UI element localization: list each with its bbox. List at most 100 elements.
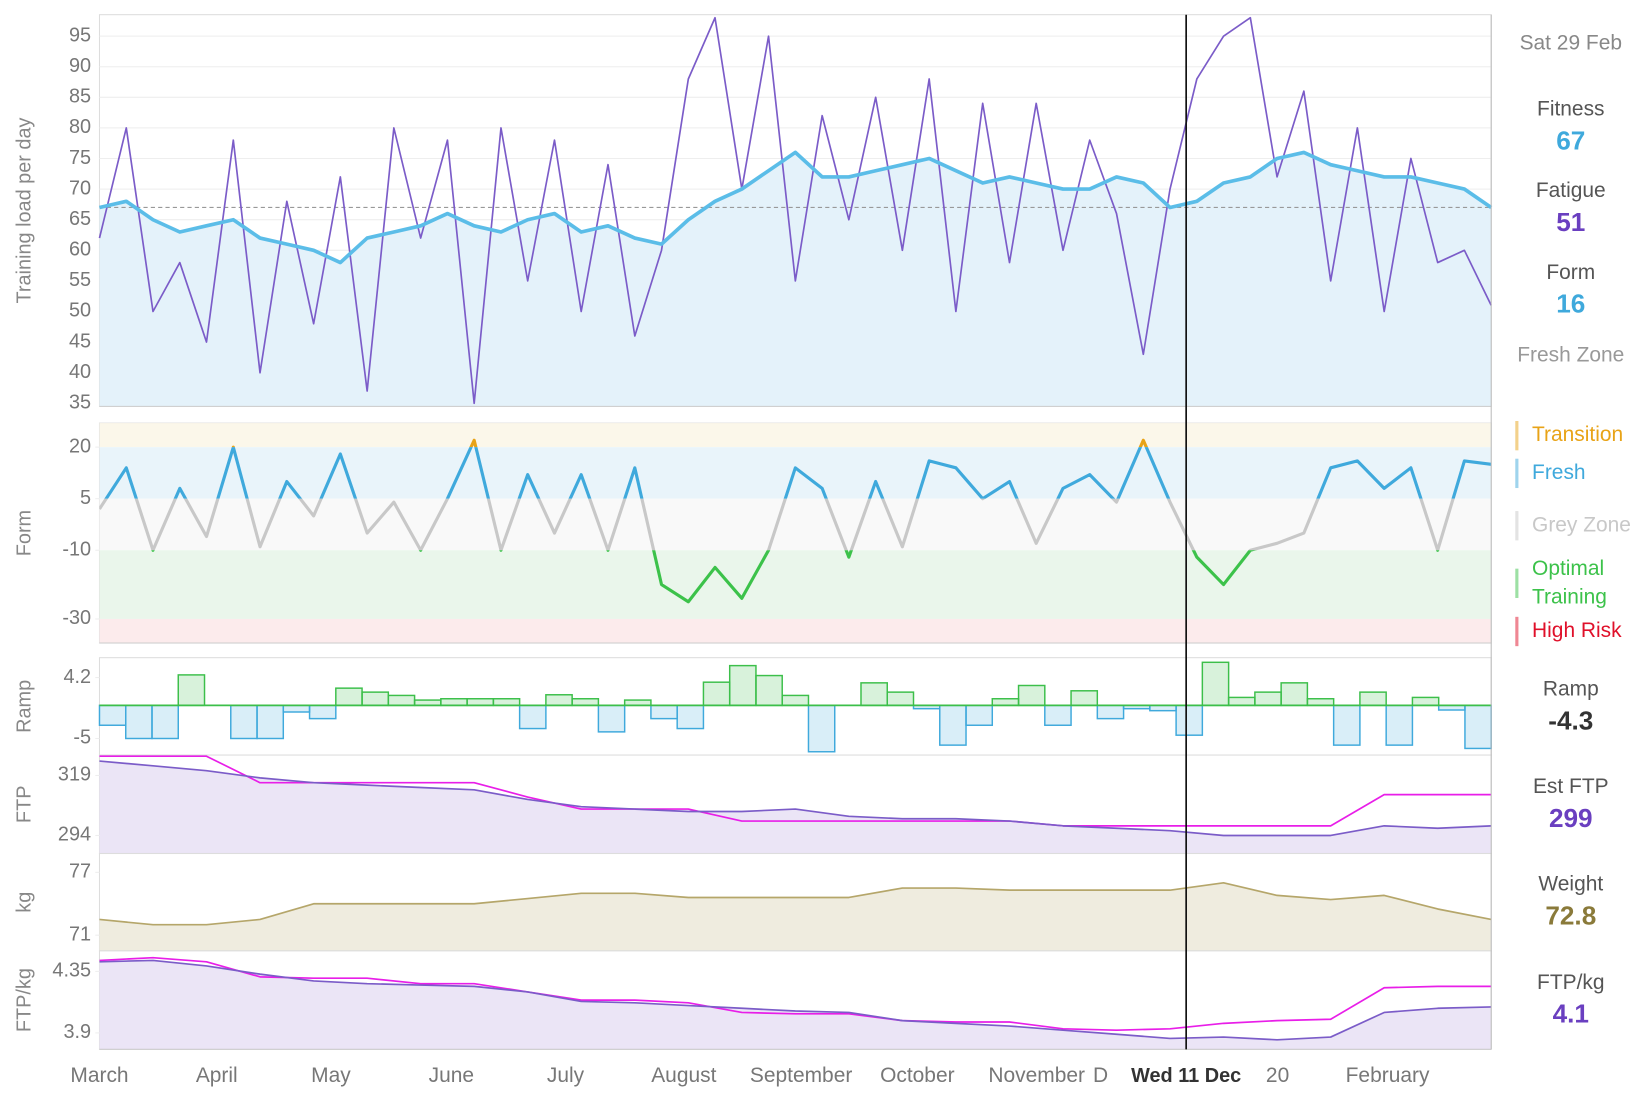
weight-label: Weight [1538,872,1603,895]
ramp-value: -4.3 [1548,706,1593,736]
ramp-bar [1464,704,1492,750]
ramp-bar [151,704,179,740]
ramp-bar [361,691,390,707]
x-tick-label: August [651,1064,716,1087]
weight-value: 72.8 [1545,900,1596,930]
ramp-bar [308,704,337,720]
legend-label: Transition [1532,423,1623,446]
ramp-bar [1359,691,1387,707]
legend-swatch [1515,458,1519,489]
x-tick-label: March [70,1064,128,1087]
x-tick-label: May [311,1064,351,1087]
area [99,761,1492,854]
ramp-bar [1017,684,1046,707]
ramp-bar [335,687,363,707]
line [99,881,1492,926]
y-tick-label: 71 [69,923,91,945]
ramp-bar [125,704,153,740]
x-tick-label: February [1346,1064,1430,1087]
y-tick-label: -5 [73,727,91,749]
ftp-value: 299 [1549,803,1593,833]
y-tick-label: 4.35 [52,960,91,982]
y-tick-label: 50 [69,300,91,322]
ramp-bar [807,704,836,753]
ramp-bar [1201,661,1230,707]
legend-swatch [1515,421,1519,451]
fatigue-label: Fatigue [1536,179,1606,202]
x-tick-label: 20 [1266,1064,1289,1087]
ramp-bar [1227,696,1256,707]
ramp-bar [230,704,258,740]
y-tick-label: 85 [69,86,91,108]
ramp-bar [256,704,285,740]
y-tick-label: -10 [62,538,91,560]
y-tick-label: 65 [69,208,91,230]
y-axis-label: Ramp [13,680,35,733]
x-tick-label: June [429,1064,474,1087]
ramp-bar [1280,682,1309,707]
fitness-label: Fitness [1537,98,1605,121]
ramp-bar [781,694,810,707]
y-tick-label: 294 [58,824,91,846]
zone-band [99,550,1492,619]
ftp-label: Est FTP [1533,775,1609,798]
y-tick-label: 40 [69,361,91,383]
line [98,16,1492,405]
line [99,956,1492,1031]
line [99,760,1492,837]
ramp-bar [492,698,521,707]
ramp-bar [728,664,757,707]
ramp-bar [98,704,127,726]
y-tick-label: 70 [69,177,91,199]
legend-label: Grey Zone [1532,513,1631,536]
ramp-bar [650,704,678,720]
y-tick-label: 90 [69,55,91,77]
ramp-bar [965,704,994,726]
ramp-bar [440,698,468,707]
ramp-bar [545,694,573,707]
ramp-bar [571,698,600,707]
x-tick-label: D [1093,1064,1108,1087]
zone-band [99,423,1492,448]
y-axis-label: Training load per day [13,117,35,303]
y-tick-label: 5 [80,487,91,509]
legend-label: Fresh [1532,461,1586,484]
ramp-bar [1044,704,1072,726]
ramp-bar [860,682,888,707]
ftp-kg-label: FTP/kg [1537,971,1604,994]
y-tick-label: 319 [58,764,91,786]
ramp-bar [702,681,731,707]
ramp-bar [466,698,495,707]
ramp-bar [387,694,416,707]
y-axis-label: FTP/kg [13,968,35,1032]
ramp-label: Ramp [1543,678,1599,701]
y-tick-label: 55 [69,269,91,291]
legend-label: High Risk [1532,619,1622,642]
y-tick-label: 77 [69,861,91,883]
y-tick-label: -30 [62,607,91,629]
form-line [104,447,1492,499]
ramp-bar [1411,696,1440,707]
legend-swatch [1515,616,1519,647]
y-tick-label: 20 [69,435,91,457]
ramp-bar [1175,704,1204,736]
ramp-bar [1306,698,1335,707]
ramp-bar [597,704,626,733]
ramp-bar [1385,704,1414,746]
area [99,960,1492,1050]
y-tick-label: 3.9 [63,1021,91,1043]
y-axis-label: kg [13,892,35,913]
y-axis-label: Form [13,510,35,556]
cursor-label: Wed 11 Dec [1131,1065,1241,1087]
ramp-bar [282,704,311,713]
fatigue-value: 51 [1556,207,1585,237]
ramp-bar [1332,704,1361,746]
y-tick-label: 95 [69,24,91,46]
ramp-bar [991,698,1020,707]
x-tick-label: September [750,1064,852,1087]
y-tick-label: 35 [69,392,91,414]
line [99,150,1493,265]
form-line [99,498,1455,551]
zone-band [99,498,1492,551]
line [99,959,1492,1041]
